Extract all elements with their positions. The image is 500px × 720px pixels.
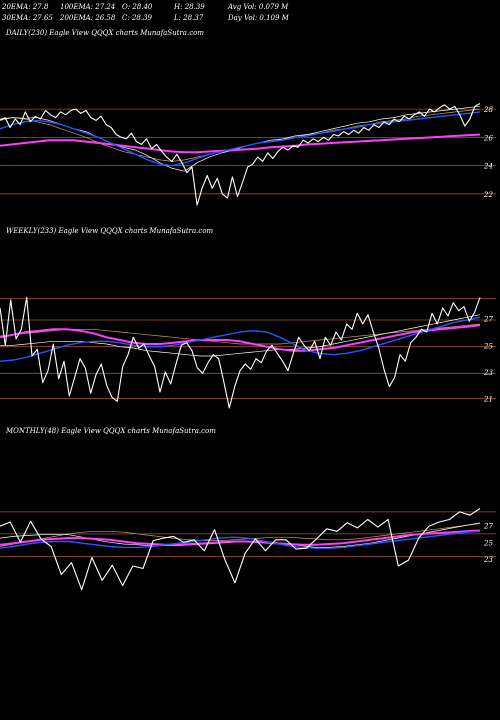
high-readout: H: 28.39 (173, 3, 205, 11)
ema-magenta-series-line (0, 529, 481, 546)
y-tick-label: 23 (483, 556, 493, 564)
ema-magenta-series-line (0, 133, 481, 154)
y-tick-label: 28 (483, 106, 493, 114)
open-readout: O: 28.40 (122, 3, 153, 11)
y-tick-label: 23 (483, 369, 493, 377)
indicator-header: 20EMA: 27.8 100EMA: 27.24 O: 28.40 H: 28… (1, 3, 290, 22)
y-tick-label: 27 (483, 316, 493, 324)
daily-panel-title: DAILY(230) Eagle View QQQX charts Munafa… (5, 29, 204, 37)
y-tick-label: 25 (483, 342, 493, 350)
y-tick-label: 24 (483, 163, 493, 171)
price-series-line (0, 508, 481, 591)
day-vol-readout: Day Vol: 0.109 M (227, 14, 290, 22)
close-readout: C: 28.39 (122, 14, 153, 22)
weekly-panel: 27 25 23 21 (0, 296, 496, 409)
y-tick-label: 26 (483, 134, 493, 142)
monthly-panel-title: MONTHLY(48) Eagle View QQQX charts Munaf… (5, 427, 216, 435)
ema-magenta-series-line (0, 324, 481, 352)
monthly-panel: 27 25 23 (0, 508, 496, 591)
avg-vol-readout: Avg Vol: 0.079 M (227, 3, 289, 11)
ema30-readout: 30EMA: 27.65 (2, 14, 53, 22)
ema20-readout: 20EMA: 27.8 (1, 3, 49, 11)
ema-mid-series-line (0, 323, 481, 345)
y-tick-label: 27 (483, 522, 493, 530)
price-series-line (0, 103, 481, 206)
low-readout: L: 28.37 (173, 14, 204, 22)
ema100-readout: 100EMA: 27.24 (60, 3, 115, 11)
ema-fast-series-line (0, 314, 481, 357)
ema-mid-series-line (0, 523, 481, 547)
y-tick-label: 22 (483, 191, 493, 199)
price-series-line (0, 296, 481, 409)
ema-blue-series-line (0, 316, 481, 362)
ema200-readout: 200EMA: 26.58 (59, 14, 116, 22)
ema-blue-series-line (0, 530, 481, 549)
y-tick-label: 25 (483, 539, 493, 547)
daily-panel: 28 26 24 22 (0, 103, 496, 206)
y-tick-label: 21 (483, 396, 493, 404)
weekly-panel-title: WEEKLY(233) Eagle View QQQX charts Munaf… (6, 227, 214, 235)
